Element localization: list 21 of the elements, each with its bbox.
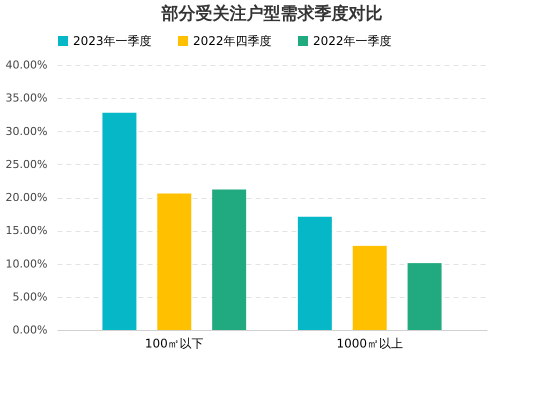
bar (298, 216, 332, 330)
y-tick-label: 10.00% (6, 257, 48, 270)
y-tick-label: 20.00% (6, 191, 48, 204)
bar (352, 246, 387, 330)
y-tick-label: 5.00% (12, 290, 48, 304)
y-tick-label: 25.00% (6, 158, 48, 171)
bar (212, 190, 246, 330)
bar (102, 112, 136, 330)
y-tick-label: 0.00% (12, 324, 48, 336)
x-tick-label: 1000㎡以上 (336, 336, 403, 350)
bar (157, 194, 192, 330)
legend-label: 2023年一季度 (73, 34, 152, 48)
legend-label: 2022年四季度 (193, 34, 272, 48)
bar (408, 263, 442, 330)
y-tick-label: 35.00% (6, 92, 48, 105)
legend-label: 2022年一季度 (313, 34, 392, 48)
y-tick-label: 30.00% (6, 124, 48, 138)
x-tick-label: 100㎡以下 (144, 336, 204, 350)
y-tick-label: 40.00% (6, 58, 48, 72)
y-tick-label: 15.00% (6, 224, 48, 238)
chart-title: 部分受关注户型需求季度对比 (160, 4, 382, 24)
